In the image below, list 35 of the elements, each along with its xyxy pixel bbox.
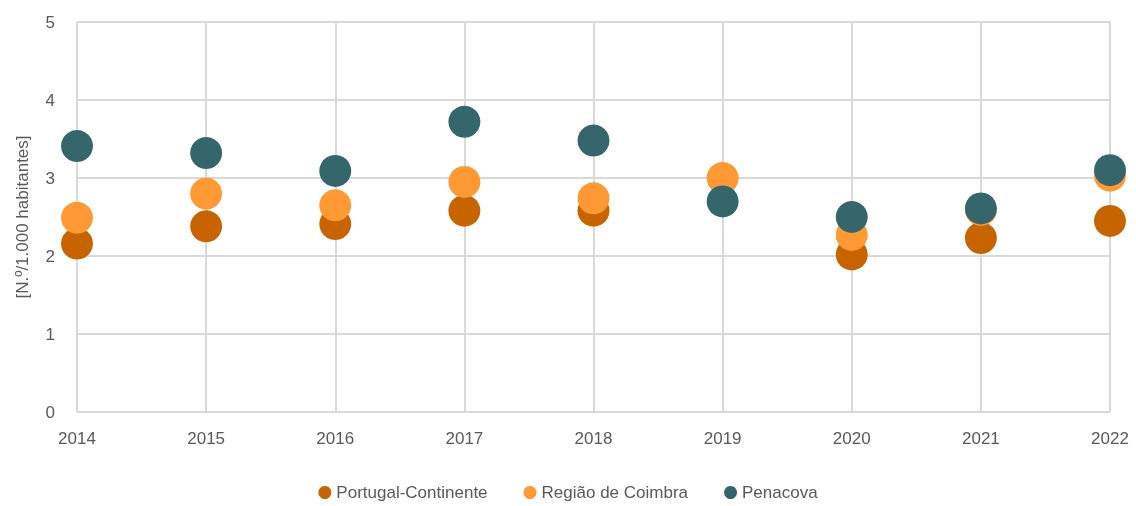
x-tick-label: 2017 xyxy=(445,429,484,448)
legend-label: Portugal-Continente xyxy=(336,483,488,502)
point xyxy=(448,194,481,227)
point xyxy=(61,201,93,234)
point xyxy=(706,185,739,218)
point xyxy=(319,189,352,222)
x-tick-label: 2016 xyxy=(316,429,355,448)
point xyxy=(190,177,223,210)
point xyxy=(1094,204,1126,237)
legend-label: Penacova xyxy=(742,483,819,502)
point xyxy=(448,165,481,198)
point xyxy=(190,137,223,170)
x-tick-label: 2018 xyxy=(574,429,613,448)
y-tick-label: 1 xyxy=(45,324,55,344)
y-tick-label: 0 xyxy=(45,402,55,422)
point xyxy=(61,130,93,163)
x-tick-label: 2020 xyxy=(832,429,871,448)
point xyxy=(319,154,352,187)
x-tick-label: 2022 xyxy=(1091,429,1129,448)
point xyxy=(190,210,223,243)
point xyxy=(577,124,610,157)
y-tick-label: 2 xyxy=(45,246,55,266)
y-tick-label: 5 xyxy=(45,12,55,32)
x-tick-label: 2019 xyxy=(703,429,742,448)
point xyxy=(964,222,997,255)
point xyxy=(448,105,481,138)
point xyxy=(577,182,610,215)
x-tick-label: 2015 xyxy=(187,429,226,448)
point xyxy=(835,201,868,233)
y-tick-label: 4 xyxy=(45,90,55,110)
x-tick-label: 2021 xyxy=(961,429,1000,448)
x-tick-label: 2014 xyxy=(58,429,96,448)
y-axis-title: [N.º/1.000 habitantes] xyxy=(13,135,32,299)
legend-label: Região de Coimbra xyxy=(541,483,689,502)
y-tick-label: 3 xyxy=(45,168,55,188)
